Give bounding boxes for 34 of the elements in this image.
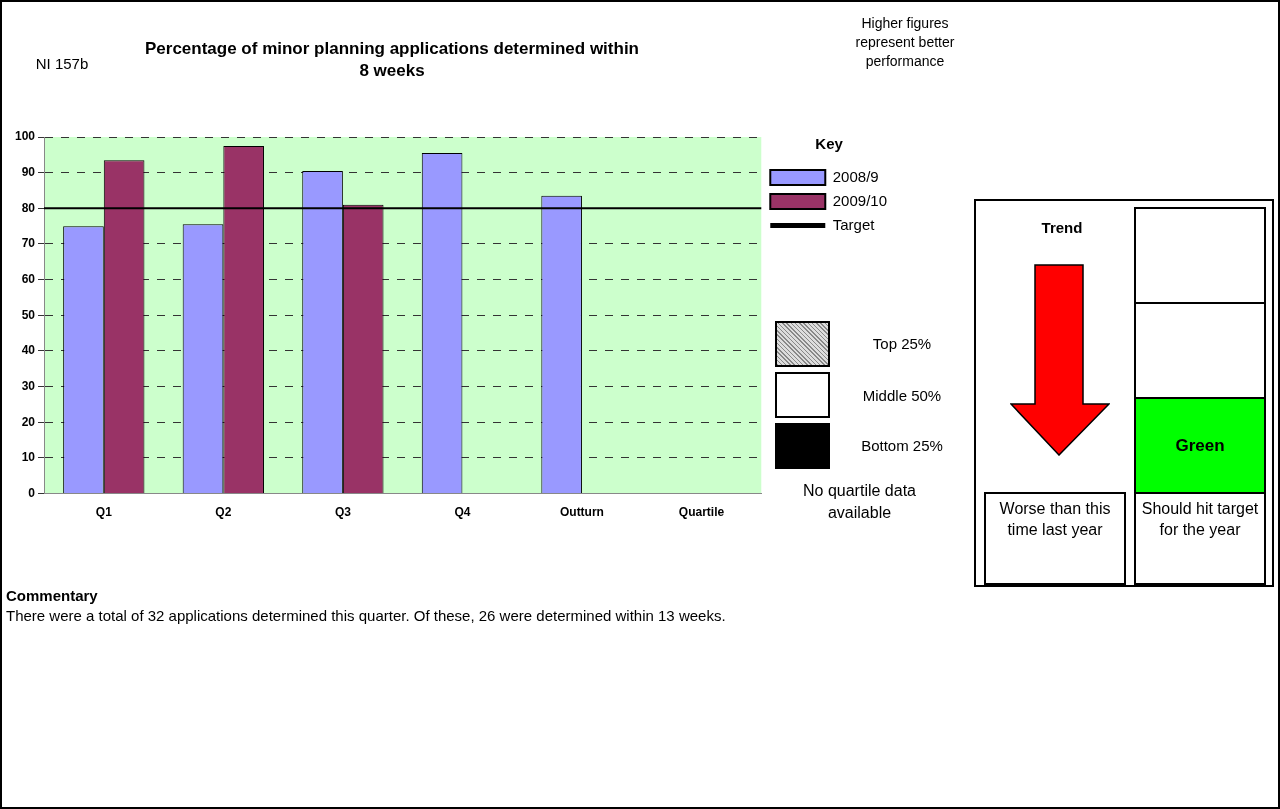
y-tick-label: 30 — [21, 378, 36, 393]
text: Commentary — [6, 586, 98, 605]
x-tick-label: Q3 — [334, 505, 352, 520]
y-tick-label: 70 — [21, 236, 36, 251]
chart-title: Percentage of minor planning applications determined within 8 weeks — [144, 38, 640, 82]
text: Higher figures represent better performance — [854, 14, 956, 71]
text: Green — [1174, 436, 1226, 455]
x-tick-label: Q2 — [215, 505, 232, 520]
x-tick-label: Outturn — [559, 505, 604, 520]
text: No quartile data available — [802, 481, 917, 523]
legend-label: 2009/10 — [832, 191, 888, 209]
y-tick-label: 10 — [21, 450, 36, 465]
y-tick-label: 40 — [21, 343, 36, 358]
legend-title: Key — [815, 134, 844, 152]
y-tick-label: 80 — [21, 200, 36, 215]
y-tick-label: 60 — [21, 271, 36, 286]
y-tick-label: 0 — [28, 485, 36, 500]
text: Bottom 25% — [860, 436, 944, 455]
text: Trend — [1040, 218, 1084, 237]
text: NI 157b — [34, 54, 90, 73]
y-tick-label: 50 — [21, 307, 36, 322]
x-tick-label: Q4 — [454, 505, 471, 520]
y-tick-label: 90 — [21, 164, 36, 179]
y-tick-label: 100 — [14, 129, 36, 144]
legend-label: 2008/9 — [832, 167, 879, 185]
y-tick-label: 20 — [21, 414, 36, 429]
text: Should hit target for the year — [1140, 499, 1260, 540]
text: Middle 50% — [861, 386, 943, 405]
text: There were a total of 32 applications determined this quarter. Of these, 26 were determined within 13 weeks. — [6, 606, 727, 625]
legend-label: Target — [832, 215, 876, 233]
x-tick-label: Quartile — [678, 505, 725, 520]
x-tick-label: Q1 — [95, 505, 113, 520]
text: Worse than this time last year — [998, 499, 1112, 540]
text: Top 25% — [871, 334, 933, 353]
